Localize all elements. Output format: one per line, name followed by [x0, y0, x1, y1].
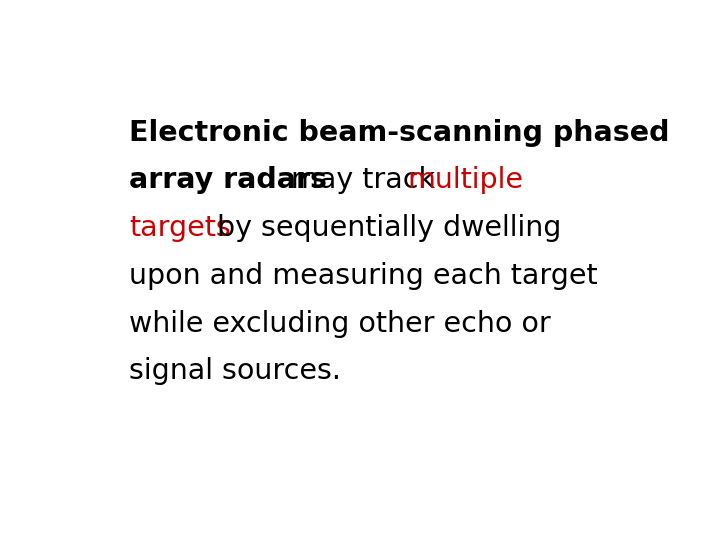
Text: array radars: array radars [129, 166, 327, 194]
Text: by sequentially dwelling: by sequentially dwelling [207, 214, 561, 242]
Text: Electronic beam-scanning phased: Electronic beam-scanning phased [129, 119, 670, 147]
Text: may track: may track [282, 166, 444, 194]
Text: while excluding other echo or: while excluding other echo or [129, 309, 551, 338]
Text: multiple: multiple [408, 166, 524, 194]
Text: targets: targets [129, 214, 230, 242]
Text: upon and measuring each target: upon and measuring each target [129, 262, 598, 290]
Text: signal sources.: signal sources. [129, 357, 341, 386]
